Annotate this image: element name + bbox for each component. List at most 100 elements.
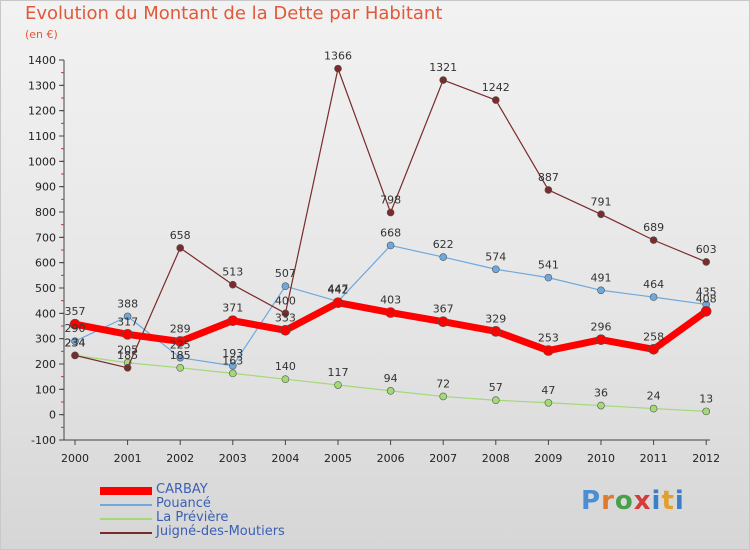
legend-label: La Prévière: [156, 510, 229, 525]
x-tick-label: 2004: [271, 452, 299, 465]
data-point: [649, 404, 658, 413]
x-tick-label: 2010: [587, 452, 615, 465]
data-point: [595, 334, 607, 345]
proxiti-logo: Proxiti: [581, 486, 685, 516]
data-point: [71, 351, 79, 360]
data-label: 333: [275, 311, 296, 324]
data-point: [334, 381, 342, 389]
data-label: 1321: [429, 61, 457, 74]
data-label: 289: [170, 322, 191, 335]
data-label: 253: [538, 332, 559, 345]
data-label: 464: [643, 278, 664, 291]
data-label: 72: [436, 377, 450, 390]
data-point: [227, 315, 239, 326]
x-tick-label: 2001: [114, 452, 142, 465]
data-point: [69, 318, 81, 330]
data-label: 47: [541, 384, 555, 397]
data-point: [281, 282, 290, 291]
data-label: 258: [643, 330, 664, 343]
data-label: 185: [117, 349, 138, 362]
data-label: 36: [594, 387, 608, 400]
data-label: 57: [489, 381, 503, 394]
data-label: 442: [328, 284, 349, 297]
data-label: 791: [591, 195, 612, 208]
logo-letter: r: [601, 486, 615, 516]
y-tick-label: 1100: [28, 130, 56, 143]
data-label: 400: [275, 294, 296, 307]
data-point: [491, 96, 500, 104]
data-point: [597, 401, 605, 410]
data-point: [439, 253, 448, 261]
data-point: [332, 297, 344, 308]
data-point: [176, 363, 184, 372]
data-point: [386, 387, 395, 395]
logo-letter: t: [661, 486, 675, 516]
legend-label: CARBAY: [156, 482, 208, 497]
legend-label: Pouancé: [156, 496, 211, 511]
data-point: [597, 210, 605, 219]
data-label: 185: [170, 349, 191, 362]
data-label: 371: [222, 302, 243, 315]
data-label: 357: [65, 305, 86, 318]
data-point: [386, 241, 395, 250]
data-label: 1242: [482, 81, 510, 94]
y-tick-label: 300: [35, 333, 56, 346]
data-label: 163: [222, 354, 243, 367]
y-tick-label: 1300: [28, 79, 56, 92]
logo-letter: P: [581, 486, 602, 516]
y-tick-label: 400: [35, 307, 56, 320]
data-point: [174, 336, 186, 347]
data-label: 507: [275, 267, 296, 280]
chart-title: Evolution du Montant de la Dette par Hab…: [25, 3, 443, 24]
data-point: [176, 244, 184, 252]
y-tick-label: -100: [31, 434, 56, 447]
data-label: 658: [170, 229, 191, 242]
x-tick-label: 2012: [692, 452, 720, 465]
data-label: 622: [433, 238, 454, 251]
data-point: [334, 64, 342, 73]
logo-letter: i: [674, 486, 685, 516]
y-tick-label: 600: [35, 257, 56, 270]
data-label: 367: [433, 303, 454, 316]
data-label: 408: [696, 292, 717, 305]
y-tick-label: 1400: [28, 54, 56, 67]
x-tick-label: 2008: [482, 452, 510, 465]
data-point: [700, 306, 712, 317]
y-tick-label: 700: [35, 231, 56, 244]
x-tick-label: 2005: [324, 452, 352, 465]
data-label: 1366: [324, 50, 352, 63]
data-point: [439, 76, 448, 84]
data-label: 491: [591, 271, 612, 284]
data-label: 205: [117, 344, 138, 357]
data-label: 887: [538, 171, 559, 184]
data-label: 689: [643, 221, 664, 234]
data-label: 603: [696, 243, 717, 256]
y-tick-label: 1200: [28, 105, 56, 118]
data-label: 117: [328, 366, 349, 379]
x-tick-label: 2007: [429, 452, 457, 465]
data-label: 13: [699, 392, 713, 405]
y-tick-label: 900: [35, 181, 56, 194]
y-tick-label: 1000: [28, 155, 56, 168]
data-point: [437, 316, 449, 327]
data-label: 234: [65, 336, 86, 349]
data-label: 24: [647, 390, 661, 403]
x-tick-label: 2006: [377, 452, 405, 465]
data-point: [544, 273, 553, 282]
data-label: 403: [380, 294, 401, 307]
data-point: [702, 258, 711, 266]
data-point: [176, 353, 184, 362]
data-point: [543, 345, 554, 356]
data-label: 140: [275, 360, 296, 373]
y-tick-label: 100: [35, 383, 56, 396]
data-point: [491, 265, 500, 274]
x-tick-label: 2000: [61, 452, 89, 465]
data-point: [123, 312, 132, 321]
legend-swatch: [100, 532, 152, 534]
data-point: [490, 326, 502, 337]
y-tick-label: 800: [35, 206, 56, 219]
data-point: [386, 208, 395, 217]
data-label: 541: [538, 259, 559, 272]
